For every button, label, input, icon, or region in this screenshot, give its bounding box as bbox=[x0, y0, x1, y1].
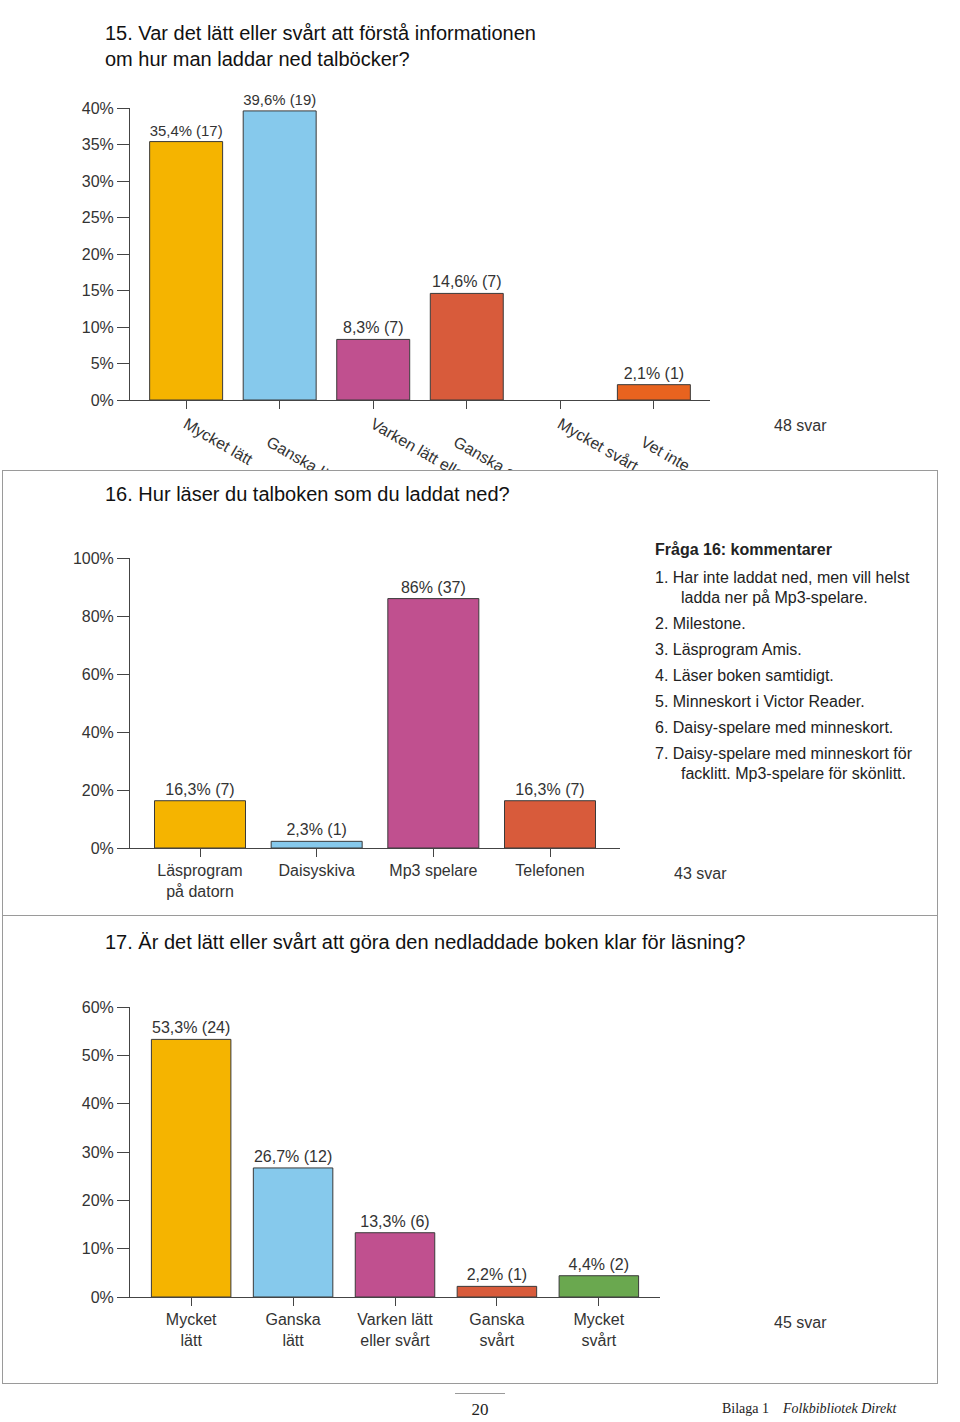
svg-text:Vet inte: Vet inte bbox=[638, 433, 693, 470]
svg-text:39,6% (19): 39,6% (19) bbox=[243, 92, 316, 108]
svg-text:8,3% (7): 8,3% (7) bbox=[343, 319, 403, 336]
svg-text:86% (37): 86% (37) bbox=[401, 579, 466, 596]
html-text:20: 20 bbox=[471, 1400, 489, 1419]
svg-text:Telefonen: Telefonen bbox=[515, 862, 584, 879]
svg-text:Mycket lätt: Mycket lätt bbox=[181, 415, 256, 468]
svg-text:10%: 10% bbox=[82, 319, 114, 336]
svg-text:Mycketsvårt: Mycketsvårt bbox=[574, 1311, 625, 1349]
svg-text:45 svar: 45 svar bbox=[774, 1314, 827, 1331]
svg-text:Daisyskiva: Daisyskiva bbox=[278, 862, 355, 879]
svg-text:20%: 20% bbox=[82, 1192, 114, 1209]
svg-text:30%: 30% bbox=[82, 173, 114, 190]
svg-text:Mp3 spelare: Mp3 spelare bbox=[389, 862, 477, 879]
svg-text:30%: 30% bbox=[82, 1144, 114, 1161]
svg-text:26,7% (12): 26,7% (12) bbox=[254, 1148, 332, 1165]
svg-text:20%: 20% bbox=[82, 782, 114, 799]
svg-text:2,2% (1): 2,2% (1) bbox=[467, 1266, 527, 1283]
svg-text:Varken lätteller svårt: Varken lätteller svårt bbox=[357, 1311, 433, 1349]
svg-text:80%: 80% bbox=[82, 608, 114, 625]
svg-text:Läsprogrampå datorn: Läsprogrampå datorn bbox=[157, 862, 242, 900]
svg-text:15. Var det lätt eller svårt a: 15. Var det lätt eller svårt att förstå … bbox=[105, 22, 536, 70]
svg-text:13,3% (6): 13,3% (6) bbox=[360, 1213, 429, 1230]
html-text:5. Minneskort i Victor Reader.: 5. Minneskort i Victor Reader. bbox=[655, 693, 865, 710]
svg-text:17. Är det lätt eller svårt at: 17. Är det lätt eller svårt att göra den… bbox=[105, 931, 745, 953]
svg-text:0%: 0% bbox=[91, 1289, 114, 1306]
svg-text:5%: 5% bbox=[91, 355, 114, 372]
svg-text:Ganskalätt: Ganskalätt bbox=[266, 1311, 321, 1349]
svg-text:Mycketlätt: Mycketlätt bbox=[166, 1311, 217, 1349]
svg-text:2,1% (1): 2,1% (1) bbox=[624, 365, 684, 382]
svg-text:16. Hur läser du talboken som: 16. Hur läser du talboken som du laddat … bbox=[105, 483, 510, 505]
svg-text:50%: 50% bbox=[82, 1047, 114, 1064]
svg-text:60%: 60% bbox=[82, 666, 114, 683]
svg-text:20%: 20% bbox=[82, 246, 114, 263]
svg-text:40%: 40% bbox=[82, 1095, 114, 1112]
svg-text:Varken lätt eller svårt: Varken lätt eller svårt bbox=[368, 415, 506, 470]
svg-text:4,4% (2): 4,4% (2) bbox=[569, 1256, 629, 1273]
svg-text:Ganska lätt: Ganska lätt bbox=[264, 433, 343, 470]
html-text:7. Daisy-spelare med minneskor: 7. Daisy-spelare med minneskort för fack… bbox=[655, 745, 912, 782]
svg-text:0%: 0% bbox=[91, 392, 114, 409]
svg-text:10%: 10% bbox=[82, 1240, 114, 1257]
html-text:Fråga 16: kommentarer: Fråga 16: kommentarer bbox=[655, 541, 832, 558]
html-text:Folkbibliotek Direkt: Folkbibliotek Direkt bbox=[783, 1401, 897, 1416]
html-text:2. Milestone.: 2. Milestone. bbox=[655, 615, 746, 632]
html-text:3. Läsprogram Amis.: 3. Läsprogram Amis. bbox=[655, 641, 802, 658]
svg-text:48 svar: 48 svar bbox=[774, 417, 827, 434]
svg-text:40%: 40% bbox=[82, 100, 114, 117]
svg-text:Ganska svårt: Ganska svårt bbox=[451, 433, 542, 470]
html-text:1. Har inte laddat ned, men vi: 1. Har inte laddat ned, men vill helst l… bbox=[655, 569, 910, 606]
svg-text:53,3% (24): 53,3% (24) bbox=[152, 1019, 230, 1036]
svg-text:16,3% (7): 16,3% (7) bbox=[165, 781, 234, 798]
svg-text:60%: 60% bbox=[82, 999, 114, 1016]
svg-text:Ganskasvårt: Ganskasvårt bbox=[469, 1311, 524, 1349]
svg-text:43 svar: 43 svar bbox=[674, 865, 727, 882]
svg-text:0%: 0% bbox=[91, 840, 114, 857]
svg-text:100%: 100% bbox=[73, 550, 114, 567]
svg-text:35%: 35% bbox=[82, 136, 114, 153]
svg-text:15%: 15% bbox=[82, 282, 114, 299]
svg-text:2,3% (1): 2,3% (1) bbox=[286, 821, 346, 838]
svg-text:16,3% (7): 16,3% (7) bbox=[515, 781, 584, 798]
html-text:Bilaga 1: Bilaga 1 bbox=[722, 1401, 769, 1416]
svg-text:Mycket svårt: Mycket svårt bbox=[555, 415, 642, 470]
html-text:4. Läser boken samtidigt.: 4. Läser boken samtidigt. bbox=[655, 667, 834, 684]
svg-text:35,4% (17): 35,4% (17) bbox=[150, 123, 223, 139]
svg-text:14,6% (7): 14,6% (7) bbox=[432, 273, 501, 290]
html-text:6. Daisy-spelare med minneskor: 6. Daisy-spelare med minneskort. bbox=[655, 719, 894, 736]
svg-text:25%: 25% bbox=[82, 209, 114, 226]
svg-text:40%: 40% bbox=[82, 724, 114, 741]
